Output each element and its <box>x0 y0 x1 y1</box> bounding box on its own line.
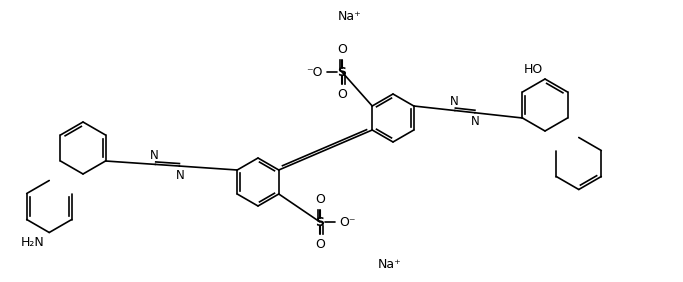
Text: Na⁺: Na⁺ <box>378 259 402 272</box>
Text: ⁻O: ⁻O <box>307 65 323 78</box>
Text: S: S <box>337 65 346 78</box>
Text: O: O <box>337 43 347 56</box>
Text: S: S <box>316 215 324 228</box>
Text: N: N <box>471 115 480 128</box>
Text: HO: HO <box>524 63 543 76</box>
Text: N: N <box>176 169 184 182</box>
Text: O⁻: O⁻ <box>339 215 355 228</box>
Text: O: O <box>337 88 347 101</box>
Text: O: O <box>315 193 325 206</box>
Text: O: O <box>315 238 325 251</box>
Text: Na⁺: Na⁺ <box>338 10 362 23</box>
Text: H₂N: H₂N <box>20 237 44 250</box>
Text: N: N <box>150 149 159 162</box>
Text: N: N <box>449 95 458 108</box>
